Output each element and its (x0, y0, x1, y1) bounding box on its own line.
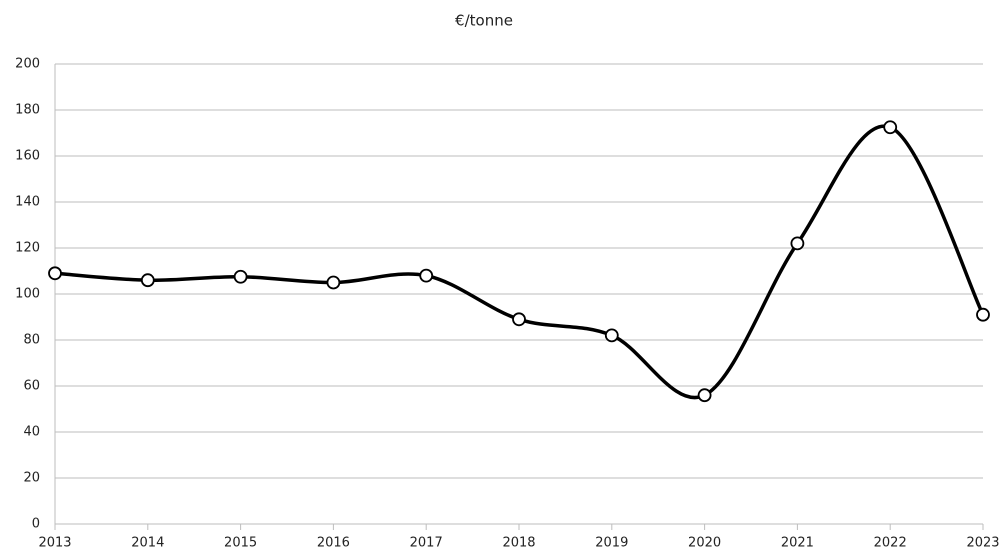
point (419, 268, 434, 283)
point (883, 120, 898, 135)
y-tick-label: 40 (23, 425, 40, 440)
point (976, 307, 990, 322)
point (697, 388, 712, 403)
x-tick-label: 2014 (131, 536, 164, 551)
y-tick-label: 200 (15, 57, 40, 72)
y-tick-label: 0 (32, 517, 40, 532)
x-tick-label: 2015 (224, 536, 257, 551)
y-tick-label: 140 (15, 195, 40, 210)
y-tick-label: 160 (15, 149, 40, 164)
point (48, 266, 62, 281)
y-tick-label: 100 (15, 287, 40, 302)
point (140, 273, 155, 288)
point (790, 236, 805, 251)
x-tick-label: 2013 (38, 536, 71, 551)
line (54, 124, 985, 400)
x-tick-label: 2021 (781, 536, 814, 551)
y-tick-label: 120 (15, 241, 40, 256)
x-tick-label: 2018 (502, 536, 535, 551)
point (326, 275, 341, 290)
x-tick-label: 2023 (966, 536, 999, 551)
x-tick-label: 2019 (595, 536, 628, 551)
x-tick-label: 2017 (410, 536, 443, 551)
point (512, 312, 526, 327)
point (604, 328, 619, 343)
x-tick-label: 2022 (874, 536, 907, 551)
chart-title: €/tonne (455, 12, 513, 30)
point (233, 269, 248, 284)
x-tick-label: 2020 (688, 536, 721, 551)
y-tick-label: 80 (23, 333, 40, 348)
y-tick-label: 180 (15, 103, 40, 118)
y-tick-label: 60 (23, 379, 40, 394)
x-tick-label: 2016 (317, 536, 350, 551)
y-tick-label: 20 (23, 471, 40, 486)
